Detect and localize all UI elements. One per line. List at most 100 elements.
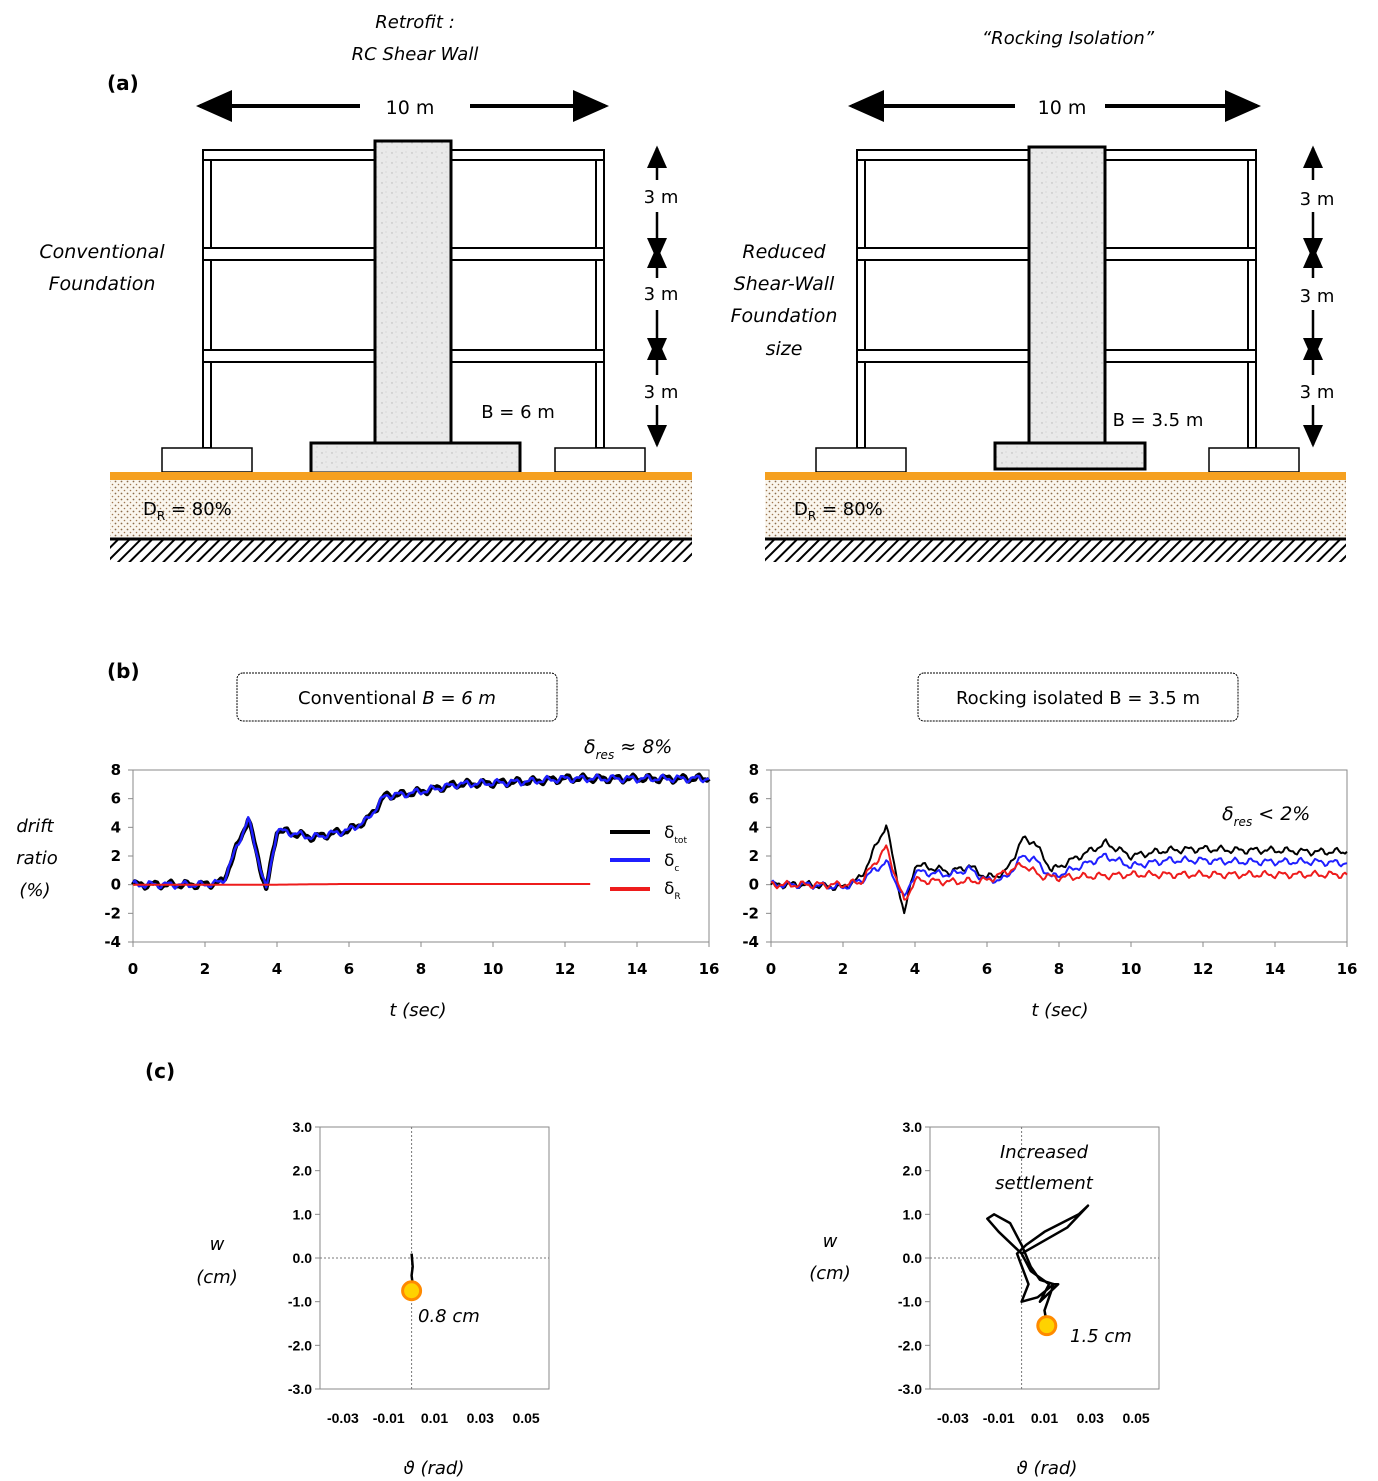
y-tick-label: 2.0 <box>903 1163 923 1179</box>
x-tick-label: 10 <box>483 960 504 978</box>
right-xlabel: t (sec) <box>1031 1000 1088 1021</box>
y-tick-label: -2.0 <box>288 1337 312 1353</box>
y-tick-label: 0 <box>749 876 759 894</box>
x-tick-label: 16 <box>699 960 720 978</box>
right-note-line3: Foundation <box>731 305 838 327</box>
legend-label-c: δc <box>664 851 679 874</box>
left-title-line2: RC Shear Wall <box>352 44 479 65</box>
y-tick-label: -1.0 <box>898 1294 922 1310</box>
x-tick-label: 6 <box>982 960 992 978</box>
plot-area <box>929 1126 1160 1390</box>
right-wall-foundation <box>993 441 1147 471</box>
right-note-line1: Reduced <box>742 241 826 263</box>
c-left-ylabel-line1: w <box>210 1234 225 1255</box>
y-tick-label: 0 <box>111 876 121 894</box>
x-tick-label: 0.05 <box>1122 1410 1149 1426</box>
legend-label-r: δR <box>664 879 681 902</box>
left-storey-3: 3 m <box>644 187 679 208</box>
y-tick-label: 6 <box>111 790 121 808</box>
y-tick-label: 2 <box>749 847 759 865</box>
c-left-marker-label: 0.8 cm <box>418 1306 480 1327</box>
panel-b-label: (b) <box>107 659 140 683</box>
left-soil-label: DR = 80% <box>143 499 232 523</box>
x-tick-label: 14 <box>627 960 648 978</box>
settlement-path <box>986 1204 1090 1324</box>
right-frame: “Rocking Isolation” 10 m B = 3.5 m DR = … <box>731 28 1346 562</box>
x-tick-label: 0.01 <box>421 1410 448 1426</box>
y-tick-label: 2.0 <box>293 1163 313 1179</box>
left-wall-foundation <box>309 441 522 475</box>
right-shear-wall <box>1027 145 1107 447</box>
x-tick-label: 12 <box>555 960 576 978</box>
settlement-chart-right: 3.0 2.0 1.0 0.0 -1.0 -2.0 -3.0 -0.03 -0.01 0.01 0.… <box>898 1119 1160 1426</box>
drift-ylabel-line2: ratio <box>16 848 58 869</box>
x-tick-label: 0.05 <box>512 1410 539 1426</box>
y-tick-label: 8 <box>111 761 121 779</box>
series-line-0 <box>770 824 1348 915</box>
right-residual-annotation: δres < 2% <box>1222 803 1310 829</box>
left-residual-annotation: δres ≈ 8% <box>584 736 672 762</box>
left-frame: Retrofit : RC Shear Wall 10 m B = 6 m DR… <box>39 12 692 562</box>
plot-area <box>319 1126 550 1390</box>
left-b-label: B = 6 m <box>481 402 555 423</box>
left-shear-wall <box>373 139 453 448</box>
left-xlabel: t (sec) <box>389 1000 446 1021</box>
x-tick-label: -0.03 <box>937 1410 969 1426</box>
y-tick-label: 6 <box>749 790 759 808</box>
right-soil-label: DR = 80% <box>794 499 883 523</box>
x-tick-label: 0.03 <box>1077 1410 1104 1426</box>
series-line-1 <box>132 773 710 890</box>
y-tick-label: -3.0 <box>898 1381 922 1397</box>
left-foundation-line2: Foundation <box>49 273 156 295</box>
legend-label-tot: δtot <box>664 823 687 846</box>
drift-chart-right: 8 6 4 2 0 -2 -4 0 2 4 6 8 10 12 14 16 <box>742 761 1357 978</box>
y-tick-label: 4 <box>749 818 759 836</box>
right-storey-1: 3 m <box>1300 382 1335 403</box>
y-tick-label: 8 <box>749 761 759 779</box>
final-settlement-marker <box>1036 1315 1058 1337</box>
x-tick-label: 8 <box>1054 960 1064 978</box>
y-tick-label: 3.0 <box>293 1119 313 1135</box>
right-span-label: 10 m <box>1038 97 1087 119</box>
right-note-line4: size <box>766 338 803 360</box>
left-storey-2: 3 m <box>644 284 679 305</box>
x-tick-label: 2 <box>838 960 848 978</box>
y-tick-label: 0.0 <box>293 1250 313 1266</box>
c-right-xlabel: ϑ (rad) <box>1017 1458 1078 1479</box>
y-tick-label: -1.0 <box>288 1294 312 1310</box>
x-tick-label: 4 <box>272 960 282 978</box>
left-foundation-line1: Conventional <box>39 241 165 263</box>
c-right-note-line2: settlement <box>995 1173 1094 1194</box>
c-right-marker-label: 1.5 cm <box>1070 1326 1132 1347</box>
series-line-1 <box>770 852 1348 897</box>
left-chart-title: Conventional B = 6 m <box>298 688 496 709</box>
right-b-label: B = 3.5 m <box>1113 410 1204 431</box>
x-tick-label: 16 <box>1337 960 1358 978</box>
right-storey-3: 3 m <box>1300 189 1335 210</box>
c-left-ylabel-line2: (cm) <box>196 1267 237 1288</box>
right-chart-title: Rocking isolated B = 3.5 m <box>956 688 1200 709</box>
drift-legend: δtot δc δR <box>610 823 687 902</box>
y-tick-label: 1.0 <box>903 1206 923 1222</box>
c-right-ylabel-line1: w <box>823 1231 838 1252</box>
drift-ylabel-line3: (%) <box>19 880 50 901</box>
c-right-note-line1: Increased <box>1000 1142 1089 1163</box>
x-tick-label: 6 <box>344 960 354 978</box>
x-tick-label: 0.03 <box>467 1410 494 1426</box>
left-chart-title-box <box>236 672 558 722</box>
series-line-2 <box>771 844 1348 901</box>
c-left-xlabel: ϑ (rad) <box>404 1458 465 1479</box>
y-tick-label: 2 <box>111 847 121 865</box>
panel-c-label: (c) <box>145 1059 175 1083</box>
x-tick-label: 8 <box>416 960 426 978</box>
y-tick-label: -2 <box>104 904 121 922</box>
left-span-label: 10 m <box>386 97 435 119</box>
y-tick-label: -4 <box>742 933 759 951</box>
x-tick-label: 2 <box>200 960 210 978</box>
right-title: “Rocking Isolation” <box>982 28 1155 49</box>
x-tick-label: 4 <box>910 960 920 978</box>
y-tick-label: -4 <box>104 933 121 951</box>
x-tick-label: -0.01 <box>983 1410 1015 1426</box>
y-tick-label: 3.0 <box>903 1119 923 1135</box>
